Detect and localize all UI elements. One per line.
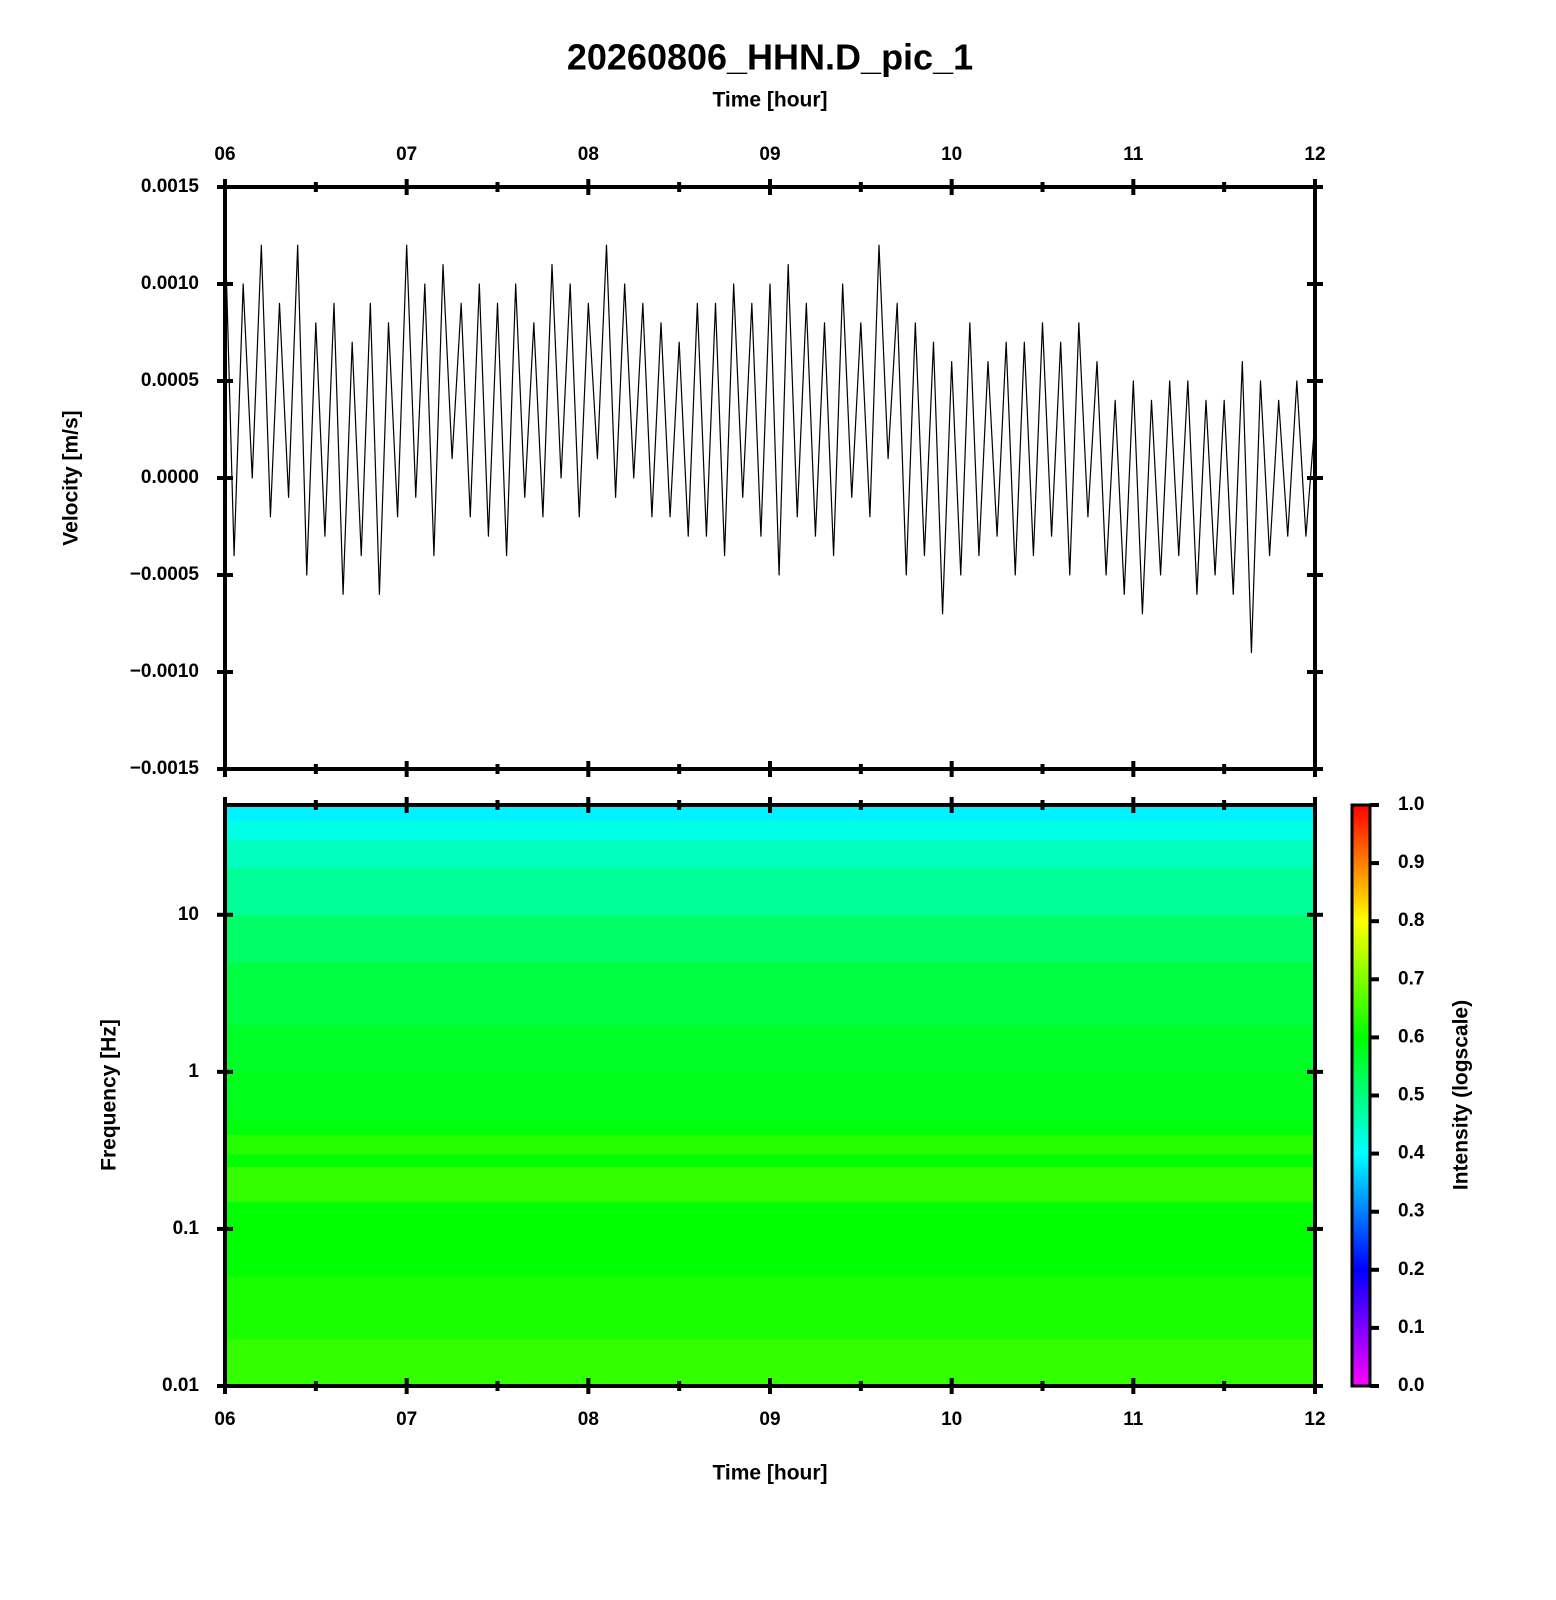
- spectrogram-cell: [225, 867, 1315, 916]
- waveform: [224, 225, 1316, 654]
- y-tick-label: −0.0005: [130, 564, 200, 585]
- spectrogram-cell: [225, 1166, 1315, 1202]
- x-tick-label: 09: [759, 144, 780, 165]
- colorbar-tick-label: 0.3: [1398, 1201, 1424, 1222]
- x-tick-label: 11: [1123, 144, 1144, 165]
- y-tick-label: 0.01: [162, 1375, 199, 1396]
- spectrogram-cell: [225, 1119, 1315, 1135]
- chart-title: 20260806_HHN.D_pic_1: [567, 37, 973, 78]
- y-tick-label: 0.0000: [141, 467, 199, 488]
- colorbar-tick-label: 0.7: [1398, 968, 1424, 989]
- spectrogram-cell: [225, 1071, 1315, 1120]
- y-axis-label: Frequency [Hz]: [98, 1019, 121, 1171]
- colorbar-tick-label: 0.5: [1398, 1085, 1425, 1106]
- x-tick-label: 06: [214, 144, 235, 165]
- y-tick-label: 0.0010: [141, 273, 199, 294]
- x-tick-label: 07: [396, 1409, 417, 1430]
- y-axis-label: Velocity [m/s]: [60, 410, 83, 545]
- y-tick-label: 1: [188, 1061, 199, 1082]
- colorbar-tick-label: 0.6: [1398, 1026, 1424, 1047]
- spectrogram-cell: [225, 962, 1315, 1026]
- colorbar-tick-label: 1.0: [1398, 794, 1424, 815]
- x-tick-label: 08: [578, 144, 599, 165]
- x-tick-label: 06: [214, 1409, 235, 1430]
- x-axis-label: Time [hour]: [712, 89, 827, 112]
- spectrogram-cell: [225, 1228, 1315, 1277]
- colorbar-tick-label: 0.4: [1398, 1143, 1425, 1164]
- colorbar-tick-label: 0.0: [1398, 1375, 1424, 1396]
- spectrogram-cell: [225, 914, 1315, 963]
- colorbar-tick-label: 0.2: [1398, 1259, 1424, 1280]
- spectrogram-cell: [225, 820, 1315, 841]
- colorbar-tick-label: 0.8: [1398, 910, 1424, 931]
- colorbar-tick-label: 0.9: [1398, 852, 1424, 873]
- spectrogram-cell: [225, 1276, 1315, 1340]
- x-tick-label: 10: [941, 144, 962, 165]
- x-tick-label: 12: [1304, 144, 1325, 165]
- spectrogram-cell: [225, 1134, 1315, 1155]
- x-tick-label: 07: [396, 144, 417, 165]
- y-tick-label: 0.0015: [141, 176, 200, 197]
- x-tick-label: 10: [941, 1409, 962, 1430]
- spectrogram-cell: [225, 1024, 1315, 1073]
- y-tick-label: 0.1: [173, 1218, 200, 1239]
- spectrogram-cell: [225, 1153, 1315, 1167]
- colorbar-tick-label: 0.1: [1398, 1317, 1425, 1338]
- y-tick-label: −0.0010: [130, 661, 199, 682]
- y-tick-label: −0.0015: [130, 758, 200, 779]
- x-tick-label: 09: [759, 1409, 780, 1430]
- spectrogram-cell: [225, 839, 1315, 869]
- spectrogram-cell: [225, 1201, 1315, 1230]
- colorbar-label: Intensity (logscale): [1450, 1000, 1473, 1190]
- x-tick-label: 08: [578, 1409, 599, 1430]
- y-tick-label: 10: [178, 904, 199, 925]
- y-tick-label: 0.0005: [141, 370, 200, 391]
- x-axis-label: Time [hour]: [712, 1462, 827, 1485]
- colorbar: [1350, 803, 1372, 1388]
- x-tick-label: 12: [1304, 1409, 1325, 1430]
- x-tick-label: 11: [1123, 1409, 1144, 1430]
